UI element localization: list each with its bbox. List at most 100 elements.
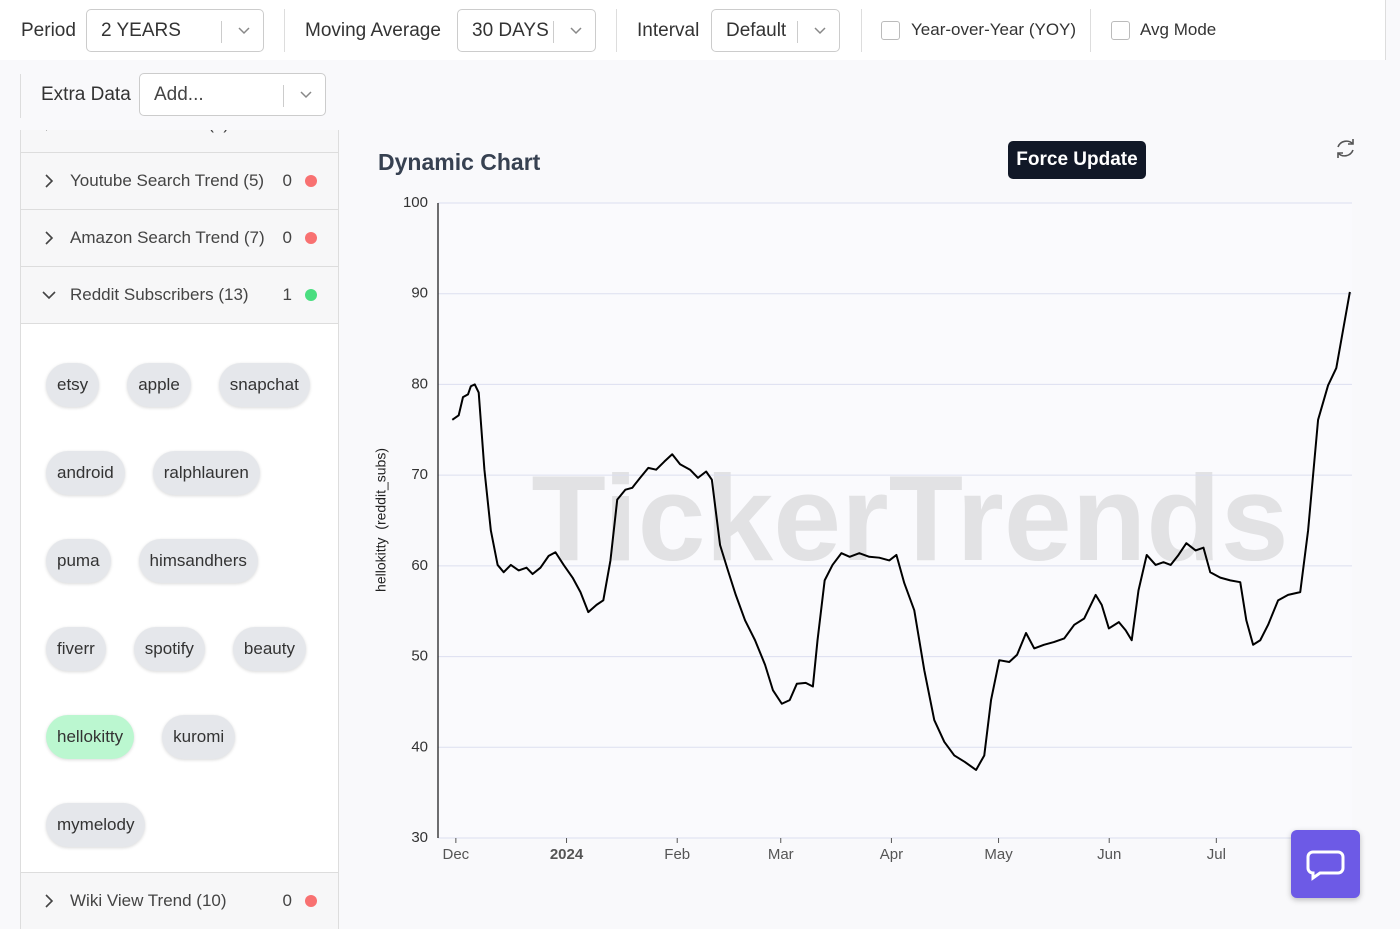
tag-pill[interactable]: android — [46, 451, 125, 495]
section-count: 0 — [282, 228, 292, 247]
separator — [283, 85, 284, 107]
tag-pill[interactable]: hellokitty — [46, 715, 135, 759]
section-name: Web Traffic Trend (6) — [70, 130, 229, 134]
y-tick-label: 90 — [411, 285, 428, 302]
chevron — [238, 27, 250, 35]
x-tick-label: Jun — [1097, 846, 1121, 863]
ma-value: 30 DAYS — [472, 20, 549, 41]
extra-label: Extra Data — [41, 84, 131, 105]
status-dot — [305, 289, 317, 301]
chevron — [814, 27, 826, 35]
chat-button[interactable] — [1291, 830, 1360, 898]
chevron — [45, 894, 54, 908]
tag-pill[interactable]: spotify — [133, 627, 205, 671]
sidebar: etsy apple snapchat android ralphlauren puma h… — [20, 130, 339, 929]
divider — [20, 74, 21, 118]
status-dot — [305, 175, 317, 187]
tag-row: puma himsandhers — [46, 539, 258, 583]
y-tick-label: 60 — [411, 557, 428, 574]
chevron — [570, 27, 582, 35]
period-select[interactable]: 2 YEARS — [86, 9, 264, 52]
separator — [797, 21, 798, 43]
divider — [861, 9, 862, 52]
chat-icon — [1306, 850, 1345, 881]
tag-pill[interactable]: apple — [127, 363, 191, 407]
tag-row: mymelody — [46, 803, 146, 847]
tag-pill[interactable]: himsandhers — [138, 539, 258, 583]
section-name: Reddit Subscribers (13) — [70, 285, 249, 304]
period-value: 2 YEARS — [101, 20, 181, 41]
tag-pill[interactable]: kuromi — [162, 715, 236, 759]
chevron — [46, 130, 48, 131]
x-tick-label: Feb — [664, 846, 690, 863]
extra-select[interactable]: Add... — [139, 73, 326, 116]
ma-select[interactable]: 30 DAYS — [457, 9, 596, 52]
x-tick-label: Mar — [768, 846, 794, 863]
extra-placeholder: Add... — [154, 84, 204, 105]
chevron — [300, 91, 312, 99]
tag-pill[interactable]: puma — [46, 539, 111, 583]
sidebar-section[interactable]: Amazon Search Trend (7) 0 — [21, 210, 338, 267]
tag-row: android ralphlauren — [46, 451, 260, 495]
divider — [1090, 9, 1091, 52]
y-tick-label: 40 — [411, 738, 428, 755]
chart: Dynamic Chart TickerTrends30405060708090… — [373, 139, 1354, 863]
tag-row: etsy apple snapchat — [46, 363, 310, 407]
y-tick-label: 70 — [411, 466, 428, 483]
x-tick-label: Apr — [880, 846, 903, 863]
x-tick-label: Dec — [443, 846, 470, 863]
tag-row: hellokitty kuromi — [46, 715, 236, 759]
interval-label: Interval — [637, 20, 700, 41]
ma-label: Moving Average — [305, 20, 441, 41]
section-name: Amazon Search Trend (7) — [70, 228, 265, 247]
chevron-path — [45, 231, 54, 245]
tag-pill[interactable]: snapchat — [218, 363, 310, 407]
interval-select[interactable]: Default — [711, 9, 840, 52]
y-axis-label: hellokitty (reddit_subs) — [373, 448, 389, 592]
tag-list: etsy apple snapchat android ralphlauren puma h… — [21, 323, 338, 873]
sidebar-section[interactable]: Wiki View Trend (10) 0 — [21, 873, 338, 929]
x-tick-label: May — [984, 846, 1013, 863]
section-count: 1 — [282, 285, 292, 304]
separator — [553, 21, 554, 43]
y-tick-label: 30 — [411, 829, 428, 846]
divider — [284, 9, 285, 52]
separator — [221, 21, 222, 43]
section-count: 0 — [282, 171, 292, 190]
sidebar-section[interactable]: Web Traffic Trend (6) 0 — [21, 130, 338, 153]
avg-checkbox[interactable] — [1111, 21, 1130, 40]
x-tick-label: 2024 — [550, 846, 584, 863]
tag-pill[interactable]: etsy — [46, 363, 100, 407]
force-update-button[interactable]: Force Update — [1008, 141, 1146, 179]
status-dot — [305, 895, 317, 907]
status-dot — [305, 232, 317, 244]
tag-pill[interactable]: mymelody — [46, 803, 146, 847]
chevron — [42, 291, 56, 300]
data-line — [451, 291, 1351, 771]
refresh-icon[interactable] — [1337, 139, 1354, 158]
chevron-path — [45, 174, 54, 188]
plot-background — [438, 203, 1352, 838]
section-count: 0 — [283, 130, 292, 134]
chevron-path — [42, 291, 56, 300]
yoy-checkbox[interactable] — [881, 21, 900, 40]
chart-title: Dynamic Chart — [378, 149, 541, 175]
divider — [1385, 0, 1386, 60]
chevron-path — [45, 894, 54, 908]
tag-pill[interactable]: fiverr — [46, 627, 106, 671]
sidebar-section[interactable]: Youtube Search Trend (5) 0 — [21, 153, 338, 210]
divider — [616, 9, 617, 52]
interval-value: Default — [726, 20, 787, 41]
y-tick-label: 50 — [411, 648, 428, 665]
sidebar-section[interactable]: Reddit Subscribers (13) 1 — [21, 267, 338, 324]
section-count: 0 — [282, 891, 292, 910]
tag-pill[interactable]: beauty — [232, 627, 306, 671]
y-tick-label: 100 — [403, 194, 428, 211]
section-name: Youtube Search Trend (5) — [70, 171, 265, 190]
section-name: Wiki View Trend (10) — [70, 891, 227, 910]
chevron — [45, 231, 54, 245]
tag-row: fiverr spotify beauty — [46, 627, 306, 671]
tag-pill[interactable]: ralphlauren — [152, 451, 260, 495]
y-tick-label: 80 — [411, 375, 428, 392]
